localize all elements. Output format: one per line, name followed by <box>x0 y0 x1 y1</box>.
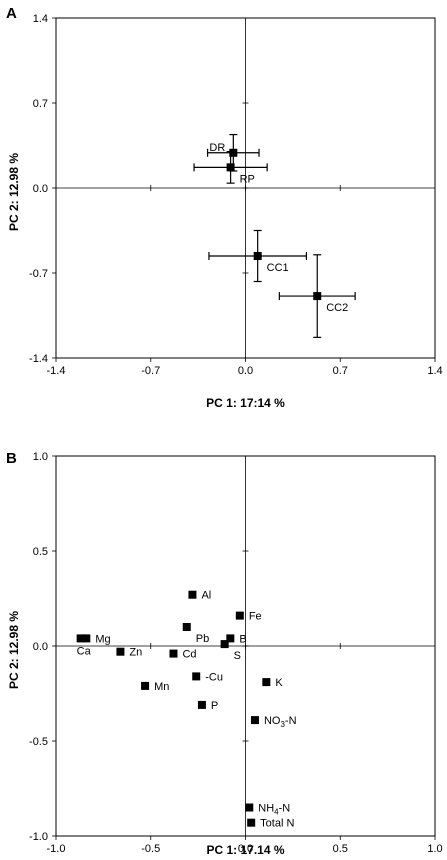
panel-b-y-axis-title: PC 2: 12.98 % <box>7 611 21 689</box>
panel-b-x-tick-label: 0.0 <box>238 843 253 855</box>
panel-b-point-label-s: S <box>234 650 241 662</box>
panel-b-point-label-fe: Fe <box>249 611 262 623</box>
panel-b-point-label-p: P <box>211 700 218 712</box>
panel-a-point-label-dr: DR <box>209 142 225 154</box>
panel-b-point-total-n <box>247 818 256 827</box>
panel-b-point-label-cd: Cd <box>182 649 196 661</box>
panel-b-y-tick-label: 1.0 <box>33 451 48 463</box>
panel-b-point-mg <box>82 634 91 643</box>
panel-b-point-zn <box>116 647 125 656</box>
panel-b-point-label-al: Al <box>201 590 211 602</box>
panel-b-point-no3-n <box>250 716 259 725</box>
panel-b-point-label-pb: Pb <box>196 633 209 645</box>
panel-b-point-pb <box>182 623 191 631</box>
panel-a-x-tick-label: -1.4 <box>47 365 66 377</box>
panel-b-point-mn <box>141 681 150 690</box>
panel-b-point-ca <box>76 634 85 643</box>
panel-a-point-cc2 <box>313 292 322 301</box>
panel-b-point-label-total-n: Total N <box>260 818 294 830</box>
panel-b-point-label-mg: Mg <box>95 633 110 645</box>
panel-a-x-tick-label: 0.7 <box>333 365 348 377</box>
panel-b-label: B <box>6 450 17 467</box>
panel-b-y-tick-label: -1.0 <box>29 831 48 843</box>
panel-a-point-label-rp: RP <box>240 173 255 185</box>
panel-b-point-cu <box>192 672 201 681</box>
panel-b-point-s <box>220 640 229 649</box>
panel-b-x-tick-label: -0.5 <box>141 843 160 855</box>
panel-b-point-al <box>188 590 197 599</box>
panel-a-point-cc1 <box>253 252 262 260</box>
panel-b-x-tick-label: 1.0 <box>427 843 442 855</box>
panel-b-point-label-ca: Ca <box>77 645 92 657</box>
panel-a-y-tick-label: 0.0 <box>33 183 48 195</box>
panel-a-y-tick-label: 0.7 <box>33 98 48 110</box>
panel-b-y-tick-label: 0.0 <box>33 641 48 653</box>
panel-b-x-tick-label: -1.0 <box>47 843 66 855</box>
panel-b-point-fe <box>235 611 244 620</box>
panel-b-point-label-mn: Mn <box>154 681 169 693</box>
panel-b-point-label-b: B <box>239 633 246 645</box>
panel-a-y-tick-label: -0.7 <box>29 268 48 280</box>
panel-a-y-axis-title: PC 2: 12.98 % <box>7 153 21 231</box>
panel-b-point-nh4-n <box>245 803 254 812</box>
panel-b-point-label-zn: Zn <box>129 647 142 659</box>
panel-b-point-k <box>262 678 271 687</box>
panel-a-point-rp <box>226 163 235 172</box>
panel-b-point-label-cu: -Cu <box>205 671 223 683</box>
panel-b-point-label-k: K <box>275 677 283 689</box>
panel-a-point-label-cc1: CC1 <box>267 262 289 274</box>
panel-a-x-tick-label: 1.4 <box>427 365 442 377</box>
panel-b-point-cd <box>169 649 178 658</box>
panel-b-x-axis-title: PC 1: 17.14 % <box>206 843 284 857</box>
panel-b-y-tick-label: 0.5 <box>33 546 48 558</box>
panel-b-point-p <box>197 700 206 709</box>
panel-a-x-tick-label: 0.0 <box>238 365 253 377</box>
panel-a-label: A <box>6 5 17 22</box>
panel-b-x-tick-label: 0.5 <box>333 843 348 855</box>
panel-a-x-axis-title: PC 1: 17:14 % <box>206 396 285 410</box>
panel-b-point-label-nh4-n: NH4-N <box>258 803 290 817</box>
panel-b-point-label-no3-n: NO3-N <box>264 715 297 729</box>
panel-a-x-tick-label: -0.7 <box>141 365 160 377</box>
panel-a-y-tick-label: 1.4 <box>33 13 48 25</box>
panel-a-point-label-cc2: CC2 <box>326 302 348 314</box>
panel-b-y-tick-label: -0.5 <box>29 736 48 748</box>
panel-a-y-tick-label: -1.4 <box>29 353 48 365</box>
panel-b-point-b <box>226 634 235 643</box>
panel-a-point-dr <box>229 148 238 157</box>
